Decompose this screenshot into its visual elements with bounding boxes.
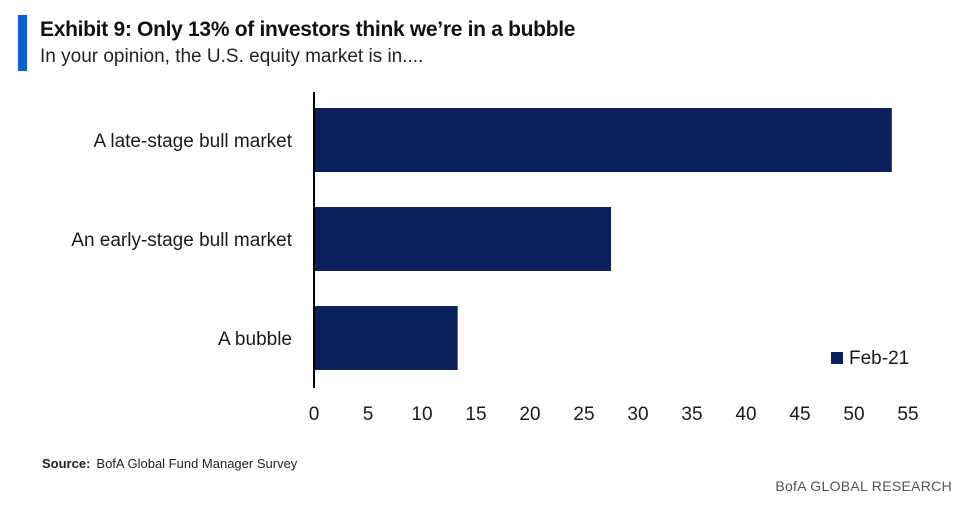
- accent-bar: [18, 15, 27, 71]
- x-tick-label-7: 35: [681, 404, 702, 425]
- bar-1: [314, 207, 611, 271]
- bar-2: [314, 306, 458, 370]
- x-tick-label-5: 25: [573, 404, 594, 425]
- x-tick-label-4: 20: [519, 404, 540, 425]
- source-note: Source: BofA Global Fund Manager Survey: [42, 456, 297, 471]
- x-tick-label-6: 30: [627, 404, 648, 425]
- category-label-2: A bubble: [218, 329, 292, 350]
- source-text: BofA Global Fund Manager Survey: [96, 456, 298, 471]
- bar-0: [314, 108, 892, 172]
- x-tick-label-9: 45: [789, 404, 810, 425]
- brand-label: BofA GLOBAL RESEARCH: [775, 478, 952, 494]
- x-tick-label-3: 15: [465, 404, 486, 425]
- source-label: Source:: [42, 456, 91, 471]
- chart-title: Exhibit 9: Only 13% of investors think w…: [40, 18, 576, 41]
- x-tick-label-2: 10: [411, 404, 432, 425]
- x-tick-label-10: 50: [843, 404, 864, 425]
- legend-label: Feb-21: [849, 348, 909, 369]
- x-tick-label-8: 40: [735, 404, 756, 425]
- chart-subtitle: In your opinion, the U.S. equity market …: [40, 46, 424, 67]
- x-tick-label-0: 0: [309, 404, 320, 425]
- category-label-1: An early-stage bull market: [71, 230, 292, 251]
- x-tick-label-11: 55: [897, 404, 918, 425]
- x-tick-label-1: 5: [363, 404, 374, 425]
- category-label-0: A late-stage bull market: [93, 131, 292, 152]
- legend-swatch: [831, 352, 843, 364]
